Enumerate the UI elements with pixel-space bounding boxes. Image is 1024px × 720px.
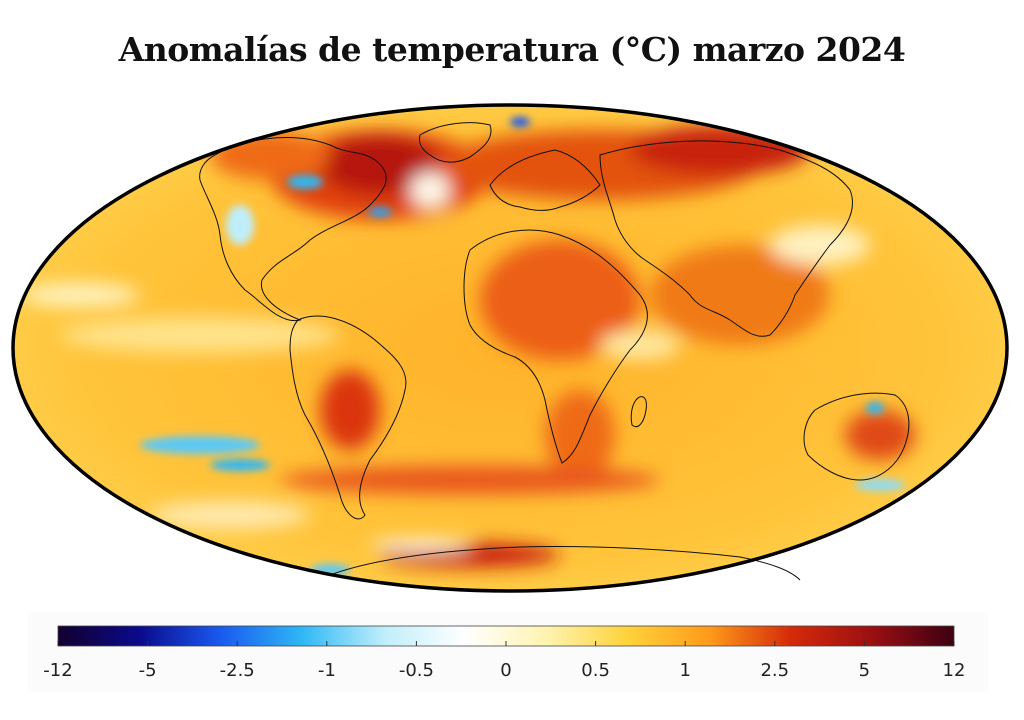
coastline-europe: [489, 149, 601, 211]
colorbar-tick-label: -12: [43, 660, 73, 681]
map-title: Anomalías de temperatura (°C) marzo 2024: [118, 30, 906, 69]
colorbar-tick-label: -0.5: [398, 660, 434, 681]
coastlines: [199, 122, 910, 581]
coastline-madagascar: [630, 396, 647, 428]
colorbar-tick-label: -1: [317, 660, 336, 681]
coastline-north-america: [199, 137, 387, 322]
colorbar-tick-label: -5: [138, 660, 157, 681]
coastline-africa: [463, 229, 648, 464]
coastline-asia: [599, 140, 853, 337]
coastline-australia: [803, 392, 910, 481]
colorbar-tick-label: 0: [500, 660, 512, 681]
world-anomaly-map: [11, 103, 1009, 593]
colorbar-tick-label: 2.5: [760, 660, 790, 681]
coastline-antarctica: [329, 546, 801, 581]
colorbar-tick-label: 1: [679, 660, 691, 681]
map-border: [11, 103, 1009, 593]
colorbar-tick-label: 12: [942, 660, 966, 681]
colorbar-tick-label: 0.5: [581, 660, 610, 681]
colorbar-ramp: [57, 625, 955, 647]
coastline-greenland: [419, 122, 492, 163]
colorbar-tick-label: 5: [858, 660, 871, 681]
colorbar-tick-label: -2.5: [219, 660, 255, 681]
anomaly-field: [13, 105, 1007, 591]
colorbar: -12 -5 -2.5 -1 -0.5 0 0.5 1 2.5 5 12: [28, 612, 988, 692]
coastline-south-america: [289, 315, 407, 520]
